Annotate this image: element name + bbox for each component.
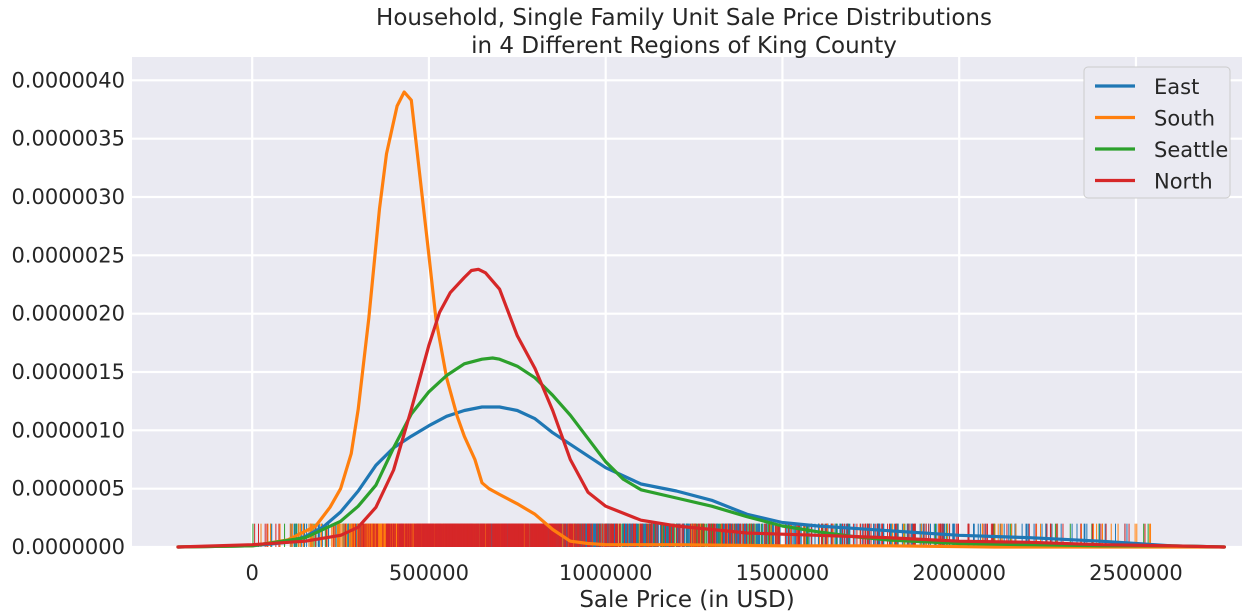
legend-box [1083, 66, 1231, 199]
series-line-south [176, 90, 1226, 549]
x-tick-label: 0 [246, 561, 259, 585]
x-tick-label: 1000000 [559, 561, 653, 585]
y-axis-ticks: 0.0000000 0.0000005 0.0000010 0.0000015 0.00… [11, 68, 125, 559]
legend-label-north: North [1154, 170, 1213, 194]
x-tick-label: 2500000 [1089, 561, 1183, 585]
y-tick-label: 0.0000020 [11, 302, 125, 326]
y-tick-label: 0.0000025 [11, 243, 125, 267]
chart-title: Household, Single Family Unit Sale Price… [376, 5, 992, 31]
y-tick-label: 0.0000040 [11, 68, 125, 92]
series-line-north [176, 267, 1226, 549]
y-tick-label: 0.0000030 [11, 185, 125, 209]
x-tick-label: 1500000 [736, 561, 830, 585]
y-tick-label: 0.0000015 [11, 360, 125, 384]
rug-north [254, 523, 1146, 547]
plot-area [132, 57, 1242, 547]
legend-label-south: South [1154, 107, 1215, 131]
density-curves [176, 90, 1226, 549]
y-tick-label: 0.0000000 [11, 535, 125, 559]
chart-subtitle: in 4 Different Regions of King County [471, 33, 897, 59]
y-tick-label: 0.0000010 [11, 418, 125, 442]
y-tick-label: 0.0000005 [11, 477, 125, 501]
legend-label-seattle: Seattle [1154, 138, 1228, 162]
legend-label-east: East [1154, 75, 1199, 99]
x-axis-label: Sale Price (in USD) [579, 587, 794, 613]
y-tick-label: 0.0000035 [11, 127, 125, 151]
series-line-east [176, 405, 1226, 549]
x-tick-label: 500000 [389, 561, 469, 585]
x-tick-label: 2000000 [912, 561, 1006, 585]
legend: East South Seattle North [1083, 66, 1231, 199]
x-axis-ticks: 0 500000 1000000 1500000 2000000 2500000 [246, 561, 1183, 585]
